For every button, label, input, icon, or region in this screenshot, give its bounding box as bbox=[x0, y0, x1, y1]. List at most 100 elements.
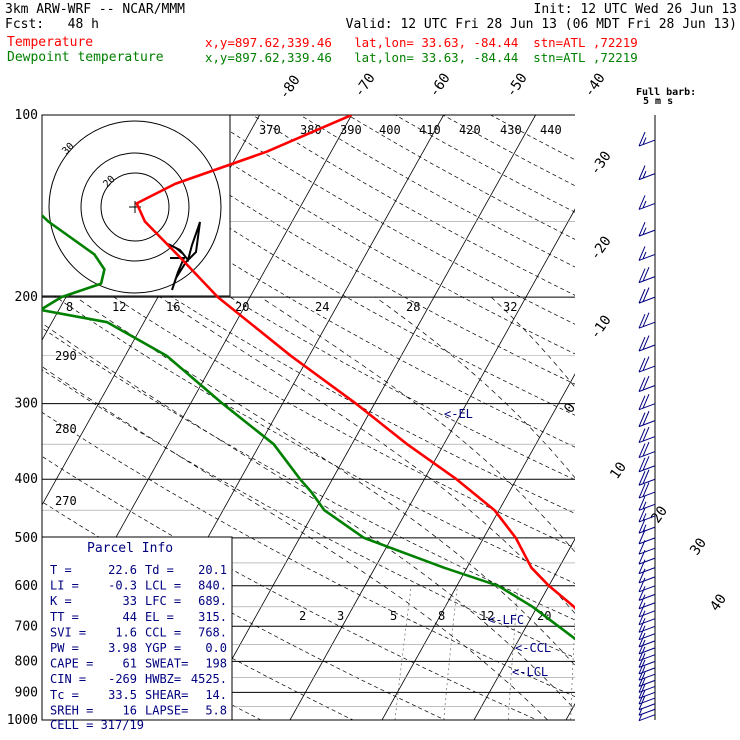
init-time: Init: 12 UTC Wed 26 Jun 13 bbox=[533, 2, 738, 17]
dry-adiabat-line bbox=[156, 115, 575, 355]
parcel-label: CAPE = bbox=[50, 657, 93, 671]
pressure-tick-label: 500 bbox=[15, 531, 38, 546]
wind-barb-staff bbox=[638, 173, 656, 181]
parcel-cell-motion: CELL = 317/19 bbox=[50, 718, 144, 732]
wind-barb-staff bbox=[638, 633, 656, 641]
wind-barb-staff bbox=[638, 567, 656, 575]
dry-adiabat-line bbox=[252, 115, 575, 296]
wind-barb-staff bbox=[638, 610, 656, 618]
parcel-value: -269 bbox=[108, 672, 137, 686]
wind-barb bbox=[638, 518, 656, 534]
wind-barb-staff bbox=[638, 385, 656, 392]
temperature-station-info: x,y=897.62,339.46 lat,lon= 33.63, -84.44… bbox=[205, 35, 638, 50]
wind-barb-flag bbox=[638, 639, 646, 655]
wind-barb bbox=[638, 586, 656, 601]
isotherm-line bbox=[565, 703, 575, 720]
wind-barb-staff bbox=[638, 344, 656, 352]
wind-barb-staff bbox=[638, 436, 656, 444]
wind-barb-flag bbox=[638, 483, 646, 499]
barb-legend-line1: Full barb: bbox=[636, 87, 696, 98]
theta-label: 400 bbox=[379, 123, 401, 137]
isotherm-label: -10 bbox=[587, 312, 615, 342]
wind-barb bbox=[638, 195, 656, 210]
wind-barb-staff bbox=[638, 420, 656, 428]
isotherm-line bbox=[197, 115, 536, 720]
mixing-ratio-label: 3 bbox=[337, 609, 344, 623]
temperature-legend: Temperature bbox=[7, 35, 94, 50]
wind-barb bbox=[638, 496, 656, 511]
parcel-value: 840. bbox=[198, 579, 227, 593]
moist-adiabat-line bbox=[375, 296, 575, 479]
dry-adiabat-line bbox=[42, 135, 575, 448]
wind-barb-flag bbox=[638, 357, 646, 373]
theta-label: 290 bbox=[55, 349, 77, 363]
wind-barb bbox=[638, 287, 656, 304]
dry-adiabat-line bbox=[42, 247, 575, 549]
pressure-tick-label: 600 bbox=[15, 579, 38, 594]
wind-barb-staff bbox=[638, 585, 656, 593]
wind-barb bbox=[638, 618, 656, 633]
wind-barb-staff bbox=[638, 660, 656, 668]
speed-tick-label: 28 bbox=[406, 300, 420, 314]
wind-barb-staff bbox=[638, 276, 656, 284]
parcel-value: 1.6 bbox=[115, 625, 137, 639]
isotherm-label: -40 bbox=[581, 70, 609, 100]
wind-barb-staff bbox=[638, 139, 656, 147]
wind-barb-flag bbox=[638, 594, 646, 609]
hodograph-ring bbox=[100, 172, 170, 242]
parcel-label: SVI = bbox=[50, 625, 86, 639]
parcel-label: TT = bbox=[50, 610, 79, 624]
wind-barb bbox=[638, 131, 656, 147]
wind-barb-staff bbox=[638, 703, 656, 711]
wind-barb bbox=[638, 549, 656, 565]
parcel-label: LFC = bbox=[145, 594, 181, 608]
wind-barb-halfflag bbox=[642, 137, 647, 145]
parcel-label: YGP = bbox=[145, 641, 181, 655]
moist-adiabat-line bbox=[159, 296, 575, 614]
isotherm-label: -30 bbox=[587, 148, 615, 178]
parcel-value: 198 bbox=[205, 657, 227, 671]
wind-barb-flag bbox=[638, 457, 646, 472]
wind-barb bbox=[638, 426, 656, 444]
hodograph-trace bbox=[167, 221, 201, 291]
wind-barb-flag bbox=[638, 221, 646, 237]
isotherm-label: 0 bbox=[561, 400, 579, 416]
parcel-label: LI = bbox=[50, 579, 79, 593]
pressure-tick-label: 700 bbox=[15, 619, 38, 634]
wind-barb bbox=[638, 469, 656, 486]
wind-barb bbox=[638, 221, 656, 237]
wind-barb-staff bbox=[638, 202, 656, 210]
moist-adiabat-line bbox=[42, 366, 548, 720]
wind-barb-flag bbox=[638, 377, 646, 392]
wind-barb-flag bbox=[642, 266, 650, 282]
mixing-ratio-label: 5 bbox=[390, 609, 397, 623]
wind-barb bbox=[638, 577, 656, 593]
wind-barb-flag bbox=[642, 287, 650, 302]
wind-barb-flag bbox=[638, 529, 646, 545]
parcel-label: SREH = bbox=[50, 703, 93, 717]
theta-label: 420 bbox=[459, 123, 481, 137]
dry-adiabat-line bbox=[204, 115, 575, 325]
wind-barb bbox=[638, 165, 656, 181]
barb-legend-line2: 5 m s bbox=[643, 96, 673, 107]
wind-barb-staff bbox=[638, 708, 656, 716]
wind-barb-flag bbox=[638, 610, 646, 625]
wind-barb-staff bbox=[638, 697, 656, 705]
wind-barb-halfflag bbox=[642, 200, 647, 209]
wind-barb-staff bbox=[638, 714, 656, 722]
isotherm-line bbox=[473, 538, 575, 720]
wind-barb-flag bbox=[642, 410, 650, 426]
level-annotation-ccl: <-CCL bbox=[515, 641, 551, 655]
speed-tick-label: 32 bbox=[503, 300, 517, 314]
wind-barb bbox=[638, 266, 656, 284]
mixing-ratio-line bbox=[394, 585, 412, 720]
wind-barb-flag bbox=[642, 482, 650, 497]
wind-barb-halfflag bbox=[638, 708, 643, 716]
dry-adiabat-line bbox=[42, 287, 575, 584]
isotherm-label: 40 bbox=[707, 591, 730, 614]
wind-barb-flag bbox=[638, 428, 646, 443]
wind-barb-flag bbox=[638, 336, 646, 352]
wind-barb bbox=[638, 610, 656, 626]
parcel-value: 14. bbox=[205, 688, 227, 702]
